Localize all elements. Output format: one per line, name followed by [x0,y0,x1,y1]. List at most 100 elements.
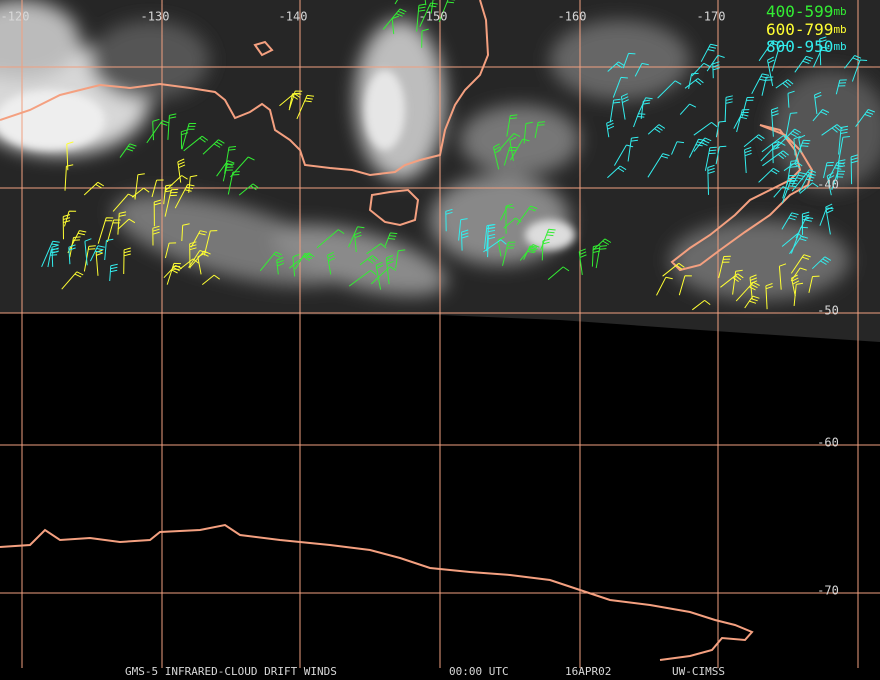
wind-barb [97,217,114,244]
wind-barb [181,123,197,150]
wind-barb [647,153,670,178]
wind-barb [765,283,773,310]
wind-barb [430,0,434,14]
wind-barb [743,134,765,148]
wind-barb [395,249,406,269]
lon-label: -170 [697,10,726,24]
legend: 400-599mb 600-799mb 800-950mb [766,2,847,56]
wind-barb [613,144,634,166]
footer-time: 00:00 UTC [449,665,509,678]
wind-barb [391,15,399,35]
wind-barb [831,170,846,190]
wind-barb [637,97,653,115]
wind-barb [741,96,755,117]
wind-barb [177,158,186,183]
wind-barb [227,171,240,195]
wind-barb [189,241,197,269]
wind-barb [791,172,807,186]
lon-label: -160 [558,10,587,24]
wind-barb [152,118,160,141]
wind-barb [146,120,170,144]
wind-barb [850,154,859,185]
wind-barb [516,205,538,225]
wind-barb [348,226,365,248]
wind-barb [844,55,862,69]
wind-barb [202,139,225,155]
wind-barb [68,244,76,265]
wind-barb [41,240,60,267]
wind-barb [691,62,711,77]
wind-barb [174,184,195,209]
wind-barb [366,243,387,255]
wind-barb [112,193,135,212]
legend-range: 600-799 [766,20,833,39]
wind-barb [851,59,868,82]
wind-barb [790,267,807,282]
wind-barb [354,231,362,252]
wind-barb [547,266,570,280]
wind-barb [627,136,639,162]
wind-barb [166,262,181,285]
wind-barb [700,43,718,62]
wind-barb [771,44,787,72]
wind-barb [183,135,209,152]
wind-barb [724,95,733,122]
wind-barb [781,212,799,230]
legend-unit: mb [833,5,846,18]
wind-barb [523,121,533,144]
wind-barb [151,179,164,198]
wind-barb [163,264,183,279]
wind-barb [89,245,105,262]
wind-barb [751,73,770,95]
wind-barb [836,159,846,180]
wind-barb [838,136,850,163]
wind-barb [838,125,849,155]
wind-barb [69,236,81,258]
footer-source: UW-CIMSS [672,665,725,678]
bright-clouds [0,70,575,250]
wind-barb [238,183,259,196]
wind-barb [749,274,758,300]
wind-barb [808,275,820,293]
wind-barb [647,124,666,135]
legend-range: 400-599 [766,2,833,21]
wind-barb [83,181,105,196]
wind-barb [497,236,505,257]
wind-barb [370,266,397,285]
wind-barb [486,224,496,252]
wind-barb [772,140,780,164]
lat-label: -70 [817,584,839,598]
wind-barb [289,92,300,109]
wind-barb [359,255,379,266]
wind-barb [835,79,847,95]
wind-barb [744,146,752,174]
wind-barb [798,134,806,153]
wind-barb [296,94,315,120]
wind-barb [117,218,136,230]
latitude-labels: -40 -50 -60 -70 [817,178,839,598]
wind-barb [657,80,682,99]
wind-barb [458,218,468,241]
wind-barb [620,93,629,120]
wind-barb [592,238,612,251]
wind-barb [131,187,150,198]
wind-barb [787,90,795,108]
wind-barb [461,229,469,251]
wind-barb [445,208,453,232]
wind-barb [292,253,300,277]
legend-range: 800-950 [766,37,833,56]
wind-barb [416,3,426,32]
wind-barb [224,146,237,174]
wind-barb [634,62,649,77]
legend-entry: 400-599mb [766,2,847,21]
wind-barb [799,182,819,194]
wind-barb [671,141,685,155]
wind-barb [855,109,875,127]
wind-barb [487,233,496,258]
wind-barb [736,109,750,133]
wind-barb [712,61,720,79]
wind-barb [67,230,87,254]
legend-unit: mb [833,40,846,53]
wind-barb [819,207,834,226]
wind-barb [758,40,780,62]
